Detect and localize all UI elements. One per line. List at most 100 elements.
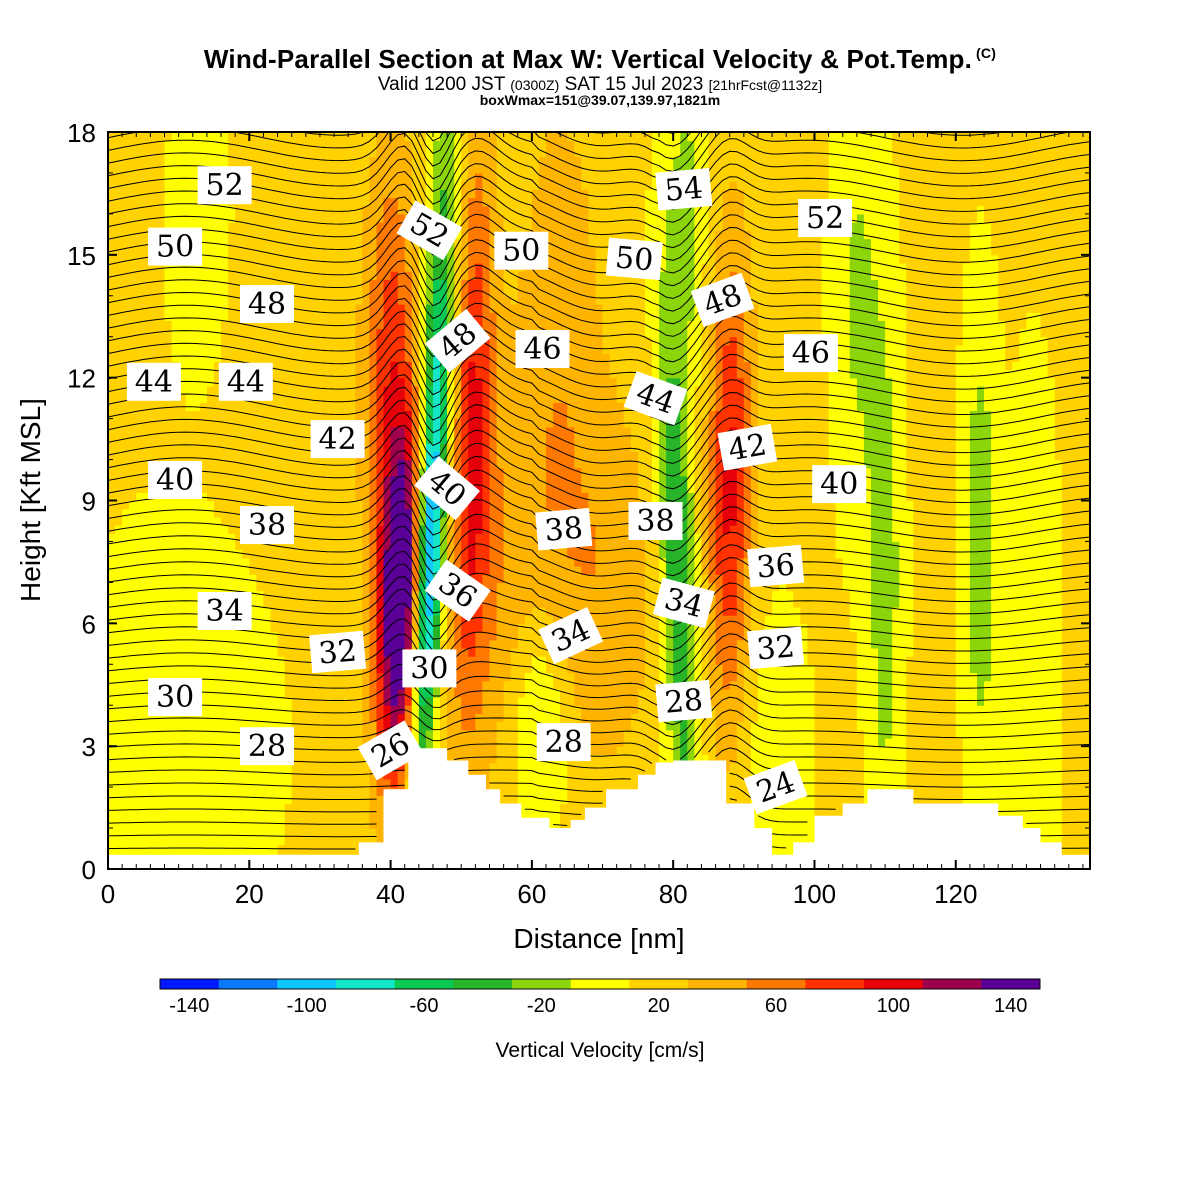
w-field-cell <box>376 484 385 493</box>
w-field-cell <box>178 189 187 199</box>
w-field-cell <box>369 656 378 665</box>
w-field-cell <box>454 656 462 665</box>
w-field-cell <box>291 402 300 411</box>
w-field-cell <box>235 328 243 338</box>
w-field-cell <box>291 172 300 182</box>
w-field-cell <box>327 688 335 698</box>
w-field-cell <box>454 279 462 289</box>
w-field-cell <box>171 451 180 461</box>
w-field-cell <box>192 819 201 829</box>
w-field-cell <box>461 410 469 420</box>
w-field-cell <box>319 738 328 747</box>
w-field-cell <box>404 320 413 330</box>
w-field-cell <box>291 254 300 264</box>
w-field-cell <box>327 680 335 690</box>
w-field-cell <box>369 132 378 141</box>
w-field-cell <box>305 607 314 616</box>
w-field-cell <box>164 729 173 739</box>
w-field-cell <box>319 484 328 493</box>
w-field-cell <box>228 459 236 469</box>
w-field-cell <box>270 566 279 575</box>
w-field-cell <box>221 459 229 469</box>
w-field-cell <box>334 467 342 477</box>
w-field-cell <box>108 746 116 755</box>
w-field-cell <box>298 656 307 665</box>
w-field-cell <box>425 508 434 518</box>
w-field-cell <box>249 590 257 600</box>
w-field-cell <box>185 795 194 805</box>
w-field-cell <box>468 664 476 674</box>
w-field-cell <box>178 746 187 755</box>
w-field-cell <box>475 500 484 510</box>
w-field-cell <box>468 541 476 551</box>
w-field-cell <box>341 246 349 256</box>
w-field-cell <box>425 598 434 608</box>
w-field-cell <box>228 263 236 272</box>
w-field-cell <box>115 213 123 223</box>
w-field-cell <box>383 189 392 199</box>
w-field-cell <box>157 222 166 231</box>
w-field-cell <box>115 828 123 837</box>
w-field-cell <box>115 574 123 583</box>
w-field-cell <box>454 615 462 624</box>
w-field-cell <box>242 271 250 280</box>
w-field-cell <box>192 435 201 444</box>
w-field-cell <box>305 492 314 502</box>
w-field-cell <box>157 729 166 739</box>
w-field-cell <box>277 205 286 215</box>
w-field-cell <box>348 590 356 600</box>
w-field-cell <box>425 721 434 731</box>
w-field-cell <box>108 705 116 714</box>
w-field-cell <box>291 156 300 166</box>
w-field-cell <box>143 484 151 493</box>
w-field-cell <box>440 541 448 551</box>
w-field-cell <box>482 516 491 526</box>
w-field-cell <box>199 369 208 379</box>
w-field-cell <box>150 451 159 461</box>
w-field-cell <box>348 222 356 231</box>
w-field-cell <box>468 435 476 444</box>
w-field-cell <box>440 132 448 141</box>
w-field-cell <box>242 811 250 821</box>
w-field-cell <box>150 525 159 534</box>
w-field-cell <box>362 713 370 723</box>
w-field-cell <box>397 361 406 371</box>
w-field-cell <box>305 639 314 649</box>
w-field-cell <box>214 664 222 674</box>
w-field-cell <box>383 549 392 559</box>
w-field-cell <box>312 721 321 731</box>
w-field-cell <box>312 410 321 420</box>
w-field-cell <box>150 140 159 149</box>
w-field-cell <box>108 312 116 321</box>
w-field-cell <box>178 213 187 223</box>
w-field-cell <box>164 672 173 682</box>
w-field-cell <box>475 287 484 297</box>
w-field-cell <box>108 664 116 674</box>
w-field-cell <box>369 320 378 330</box>
w-field-cell <box>348 402 356 411</box>
w-field-cell <box>284 492 293 502</box>
w-field-cell <box>305 688 314 698</box>
w-field-cell <box>305 394 314 403</box>
w-field-cell <box>228 778 236 788</box>
w-field-cell <box>348 680 356 690</box>
w-field-cell <box>418 721 427 731</box>
w-field-cell <box>249 148 257 158</box>
w-field-cell <box>136 574 144 583</box>
w-field-cell <box>397 172 406 182</box>
w-field-cell <box>305 738 314 747</box>
w-field-cell <box>270 164 279 174</box>
w-field-cell <box>468 697 476 706</box>
w-field-cell <box>404 287 413 297</box>
w-field-cell <box>115 746 123 755</box>
w-field-cell <box>397 312 406 321</box>
w-field-cell <box>305 647 314 657</box>
w-field-cell <box>263 164 272 174</box>
w-field-cell <box>327 828 335 837</box>
w-field-cell <box>206 508 215 518</box>
w-field-cell <box>228 566 236 575</box>
w-field-cell <box>312 574 321 583</box>
w-field-cell <box>178 525 187 534</box>
w-field-cell <box>192 656 201 665</box>
w-field-cell <box>143 525 151 534</box>
